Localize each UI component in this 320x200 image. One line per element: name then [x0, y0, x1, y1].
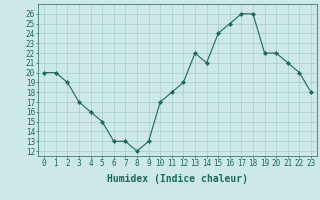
- X-axis label: Humidex (Indice chaleur): Humidex (Indice chaleur): [107, 174, 248, 184]
